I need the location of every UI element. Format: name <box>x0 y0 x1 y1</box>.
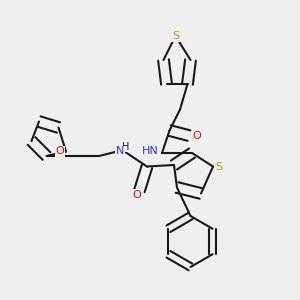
Text: HN: HN <box>142 146 159 157</box>
Text: O: O <box>56 146 64 157</box>
Text: S: S <box>215 161 223 172</box>
Text: O: O <box>192 130 201 141</box>
Text: S: S <box>172 31 179 41</box>
Text: H: H <box>122 142 130 152</box>
Text: O: O <box>132 190 141 200</box>
Text: N: N <box>116 146 124 157</box>
